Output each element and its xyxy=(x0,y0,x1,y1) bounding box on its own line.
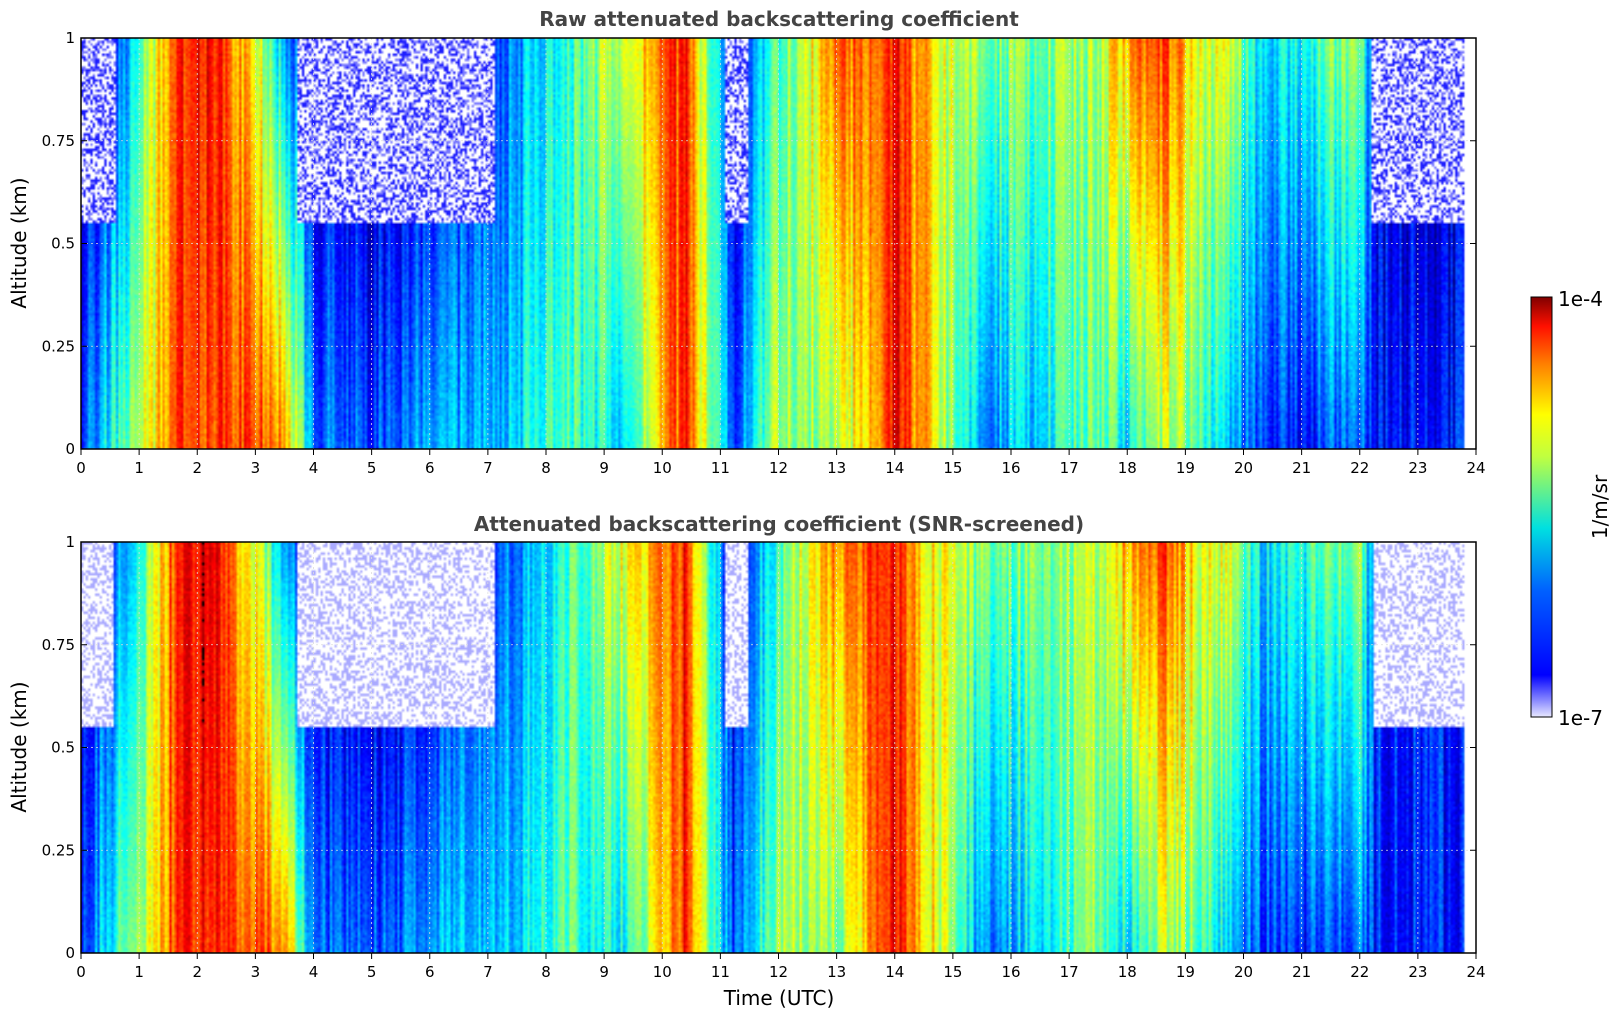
x-tick-label: 14 xyxy=(885,963,904,981)
colorbar-max-label: 1e-4 xyxy=(1558,287,1603,311)
panel-raw: Raw attenuated backscattering coefficien… xyxy=(7,7,1486,477)
x-tick-label: 0 xyxy=(76,963,86,981)
y-axis-label-screened: Altitude (km) xyxy=(7,681,31,812)
colorbar: 1e-4 1e-7 1/m/sr xyxy=(1530,287,1612,730)
colorbar-min-label: 1e-7 xyxy=(1558,706,1603,730)
x-tick-label: 3 xyxy=(251,459,261,477)
x-axis-raw: 0 1 2 3 4 5 6 7 8 9 10 11 12 13 14 15 16 17 18 19 20 21 22 23 24 xyxy=(76,449,1486,477)
x-tick-label: 12 xyxy=(769,963,788,981)
x-tick-label: 24 xyxy=(1466,963,1485,981)
panel-title-raw: Raw attenuated backscattering coefficien… xyxy=(539,7,1019,31)
colorbar-gradient xyxy=(1530,296,1553,718)
y-tick-label: 0 xyxy=(65,944,75,962)
x-tick-label: 1 xyxy=(134,963,144,981)
x-tick-label: 22 xyxy=(1350,459,1369,477)
x-tick-label: 7 xyxy=(483,459,493,477)
panel-screened: Attenuated backscattering coefficient (S… xyxy=(7,512,1486,1010)
x-tick-label: 0 xyxy=(76,459,86,477)
y-tick-label: 0.75 xyxy=(42,132,75,150)
y-axis-raw: 0 0.25 0.5 0.75 1 xyxy=(42,29,1476,458)
x-tick-label: 21 xyxy=(1292,963,1311,981)
x-tick-label: 20 xyxy=(1234,963,1253,981)
x-tick-label: 6 xyxy=(425,963,435,981)
colorbar-unit-label: 1/m/sr xyxy=(1588,474,1612,539)
x-tick-label: 15 xyxy=(943,459,962,477)
y-tick-label: 0.25 xyxy=(42,337,75,355)
grid-screened xyxy=(81,542,1476,953)
y-tick-label: 0 xyxy=(65,440,75,458)
x-tick-label: 10 xyxy=(653,963,672,981)
x-tick-label: 15 xyxy=(943,963,962,981)
y-tick-label: 1 xyxy=(65,29,75,47)
x-tick-label: 17 xyxy=(1060,459,1079,477)
x-tick-label: 13 xyxy=(827,963,846,981)
x-tick-label: 13 xyxy=(827,459,846,477)
x-tick-label: 22 xyxy=(1350,963,1369,981)
x-tick-label: 24 xyxy=(1466,459,1485,477)
y-tick-label: 0.5 xyxy=(51,739,75,757)
x-tick-label: 19 xyxy=(1176,459,1195,477)
x-tick-label: 9 xyxy=(599,459,609,477)
x-tick-label: 8 xyxy=(541,963,551,981)
x-tick-label: 18 xyxy=(1118,963,1137,981)
x-tick-label: 12 xyxy=(769,459,788,477)
x-tick-label: 10 xyxy=(653,459,672,477)
x-tick-label: 19 xyxy=(1176,963,1195,981)
x-tick-label: 4 xyxy=(309,459,319,477)
x-tick-label: 21 xyxy=(1292,459,1311,477)
x-tick-label: 5 xyxy=(367,459,377,477)
x-tick-label: 5 xyxy=(367,963,377,981)
x-tick-label: 23 xyxy=(1408,459,1427,477)
y-tick-label: 0.5 xyxy=(51,235,75,253)
x-tick-label: 20 xyxy=(1234,459,1253,477)
x-tick-label: 16 xyxy=(1001,459,1020,477)
x-tick-label: 11 xyxy=(711,459,730,477)
x-tick-label: 18 xyxy=(1118,459,1137,477)
x-tick-label: 14 xyxy=(885,459,904,477)
x-tick-label: 2 xyxy=(192,963,202,981)
y-tick-label: 0.25 xyxy=(42,841,75,859)
x-tick-label: 7 xyxy=(483,963,493,981)
x-tick-label: 6 xyxy=(425,459,435,477)
x-axis-label-time: Time (UTC) xyxy=(723,986,835,1010)
grid-raw xyxy=(81,38,1476,449)
x-tick-label: 4 xyxy=(309,963,319,981)
x-tick-label: 3 xyxy=(251,963,261,981)
x-tick-label: 8 xyxy=(541,459,551,477)
y-axis-screened: 0 0.25 0.5 0.75 1 xyxy=(42,533,1476,962)
x-tick-label: 23 xyxy=(1408,963,1427,981)
x-tick-label: 11 xyxy=(711,963,730,981)
x-tick-label: 1 xyxy=(134,459,144,477)
y-tick-label: 1 xyxy=(65,533,75,551)
x-axis-screened: 0 1 2 3 4 5 6 7 8 9 10 11 12 13 14 15 16 17 18 19 20 21 22 23 24 xyxy=(76,953,1486,981)
x-tick-label: 9 xyxy=(599,963,609,981)
x-tick-label: 2 xyxy=(192,459,202,477)
y-tick-label: 0.75 xyxy=(42,636,75,654)
x-tick-label: 17 xyxy=(1060,963,1079,981)
x-tick-label: 16 xyxy=(1001,963,1020,981)
y-axis-label-raw: Altitude (km) xyxy=(7,177,31,308)
panel-title-screened: Attenuated backscattering coefficient (S… xyxy=(474,512,1084,536)
